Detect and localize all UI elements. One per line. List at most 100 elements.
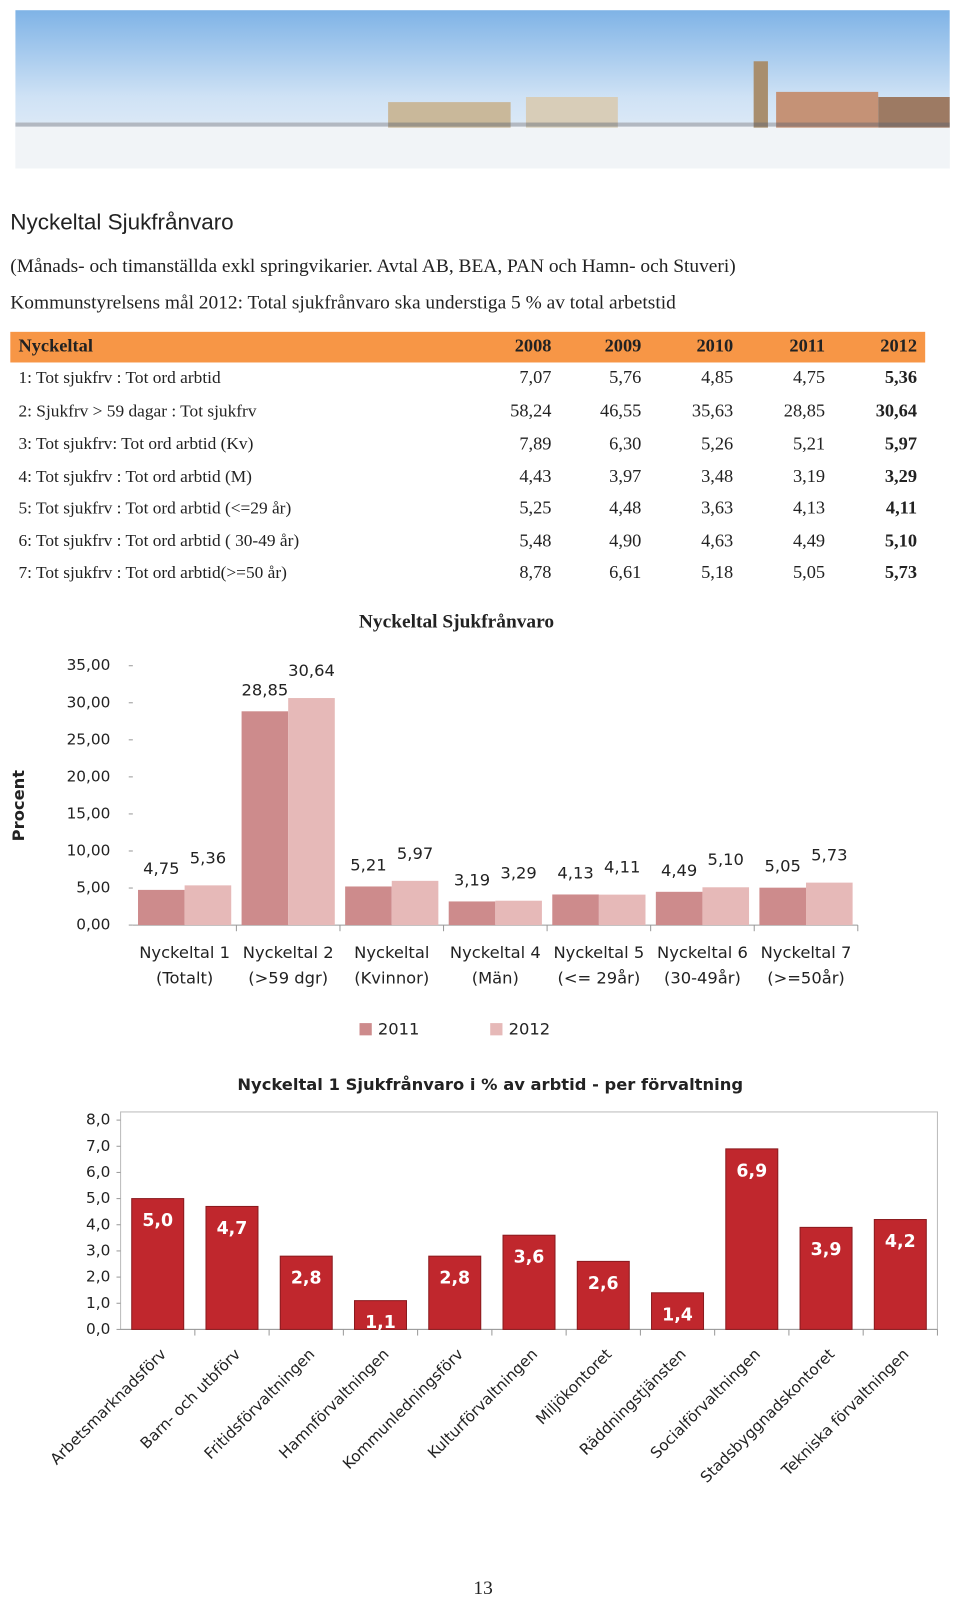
table-cell: 5,36 — [885, 367, 917, 387]
bar — [138, 889, 185, 926]
content: Nyckeltal 2008 2009 2010 2011 2012 1: Tot sjuk… — [9, 335, 938, 1486]
data-label: 5,73 — [811, 846, 847, 865]
y-tick-label: 35,00 — [67, 656, 111, 674]
y-tick-label: 15,00 — [67, 804, 111, 822]
bar — [725, 1148, 779, 1330]
data-label: 5,0 — [142, 1211, 173, 1231]
table-cell: 4,85 — [701, 367, 733, 387]
x-tick-label: Tekniska förvaltningen — [777, 1345, 912, 1480]
chart-title: Nyckeltal 1 Sjukfrånvaro i % av arbtid -… — [237, 1075, 743, 1094]
chart-title: Nyckeltal Sjukfrånvaro — [359, 611, 554, 632]
x-tick-label: Nyckeltal 4 — [450, 943, 541, 962]
bar — [131, 1198, 185, 1330]
legend-label: 2012 — [509, 1020, 551, 1039]
bar — [651, 1292, 705, 1330]
data-label: 4,13 — [557, 864, 593, 883]
data-label: 4,75 — [143, 859, 179, 878]
table-cell: 7,89 — [519, 433, 551, 453]
table-cell: 5,73 — [885, 562, 917, 582]
y-tick-label: 7,0 — [86, 1137, 110, 1155]
table-cell: 5,18 — [701, 562, 733, 582]
data-label: 1,1 — [365, 1313, 396, 1333]
table-cell: 4,63 — [701, 530, 733, 550]
y-tick-label: 6,0 — [86, 1163, 110, 1181]
table-cell: 3,97 — [609, 466, 641, 486]
table-cell: 35,63 — [692, 401, 733, 421]
x-tick-label: Nyckeltal — [354, 943, 429, 962]
data-label: 4,49 — [661, 861, 697, 880]
table-cell: 5,48 — [519, 530, 551, 550]
table-cell: 6: Tot sjukfrv : Tot ord arbtid ( 30-49 … — [18, 531, 299, 550]
bar — [205, 1205, 259, 1330]
y-tick-label: 20,00 — [67, 767, 111, 785]
data-label: 3,19 — [454, 871, 490, 890]
bar — [759, 887, 807, 926]
y-axis-label: Procent — [9, 770, 28, 842]
table-cell: 5,10 — [885, 530, 917, 550]
bar — [391, 880, 439, 926]
table-cell: 3: Tot sjukfrv: Tot ord arbtid (Kv) — [18, 434, 253, 453]
table-cell: 3,29 — [885, 466, 917, 486]
table-header-cell: 2012 — [880, 335, 917, 355]
bar — [345, 886, 392, 926]
table-cell: 5,26 — [701, 433, 733, 453]
legend-swatch — [490, 1023, 503, 1036]
data-label: 3,29 — [500, 864, 536, 883]
table-header-cell: 2008 — [515, 335, 552, 355]
bar — [552, 894, 599, 926]
table-header-cell: 2010 — [697, 335, 734, 355]
y-tick-label: 4,0 — [86, 1215, 110, 1233]
bar — [428, 1255, 482, 1330]
table-cell: 8,78 — [519, 562, 551, 582]
table-header-cell: 2011 — [789, 335, 825, 355]
x-tick-label: (30-49år) — [664, 969, 741, 988]
data-label: 5,97 — [397, 844, 433, 863]
x-tick-label: (Män) — [472, 969, 519, 988]
data-label: 3,6 — [514, 1248, 545, 1268]
x-tick-label: Stadsbyggnadskontoret — [697, 1345, 838, 1486]
y-tick-label: 10,00 — [67, 841, 111, 859]
table-cell: 4,48 — [609, 498, 641, 518]
table-cell: 4,75 — [793, 367, 825, 387]
bar — [184, 885, 232, 926]
y-tick-label: 5,0 — [86, 1189, 110, 1207]
table-cell: 4,13 — [793, 498, 825, 518]
legend-swatch — [359, 1023, 372, 1036]
note: Kommunstyrelsens mål 2012: Total sjukfrå… — [10, 293, 676, 314]
table-cell: 5,76 — [609, 367, 641, 387]
table-cell: 58,24 — [510, 401, 551, 421]
bar — [598, 894, 646, 926]
table-header-cell: 2009 — [605, 335, 642, 355]
data-label: 6,9 — [736, 1161, 767, 1181]
data-label: 5,10 — [708, 850, 744, 869]
table-cell: 5,25 — [519, 498, 551, 518]
data-label: 1,4 — [662, 1305, 693, 1325]
data-label: 2,8 — [291, 1269, 322, 1289]
y-tick-label: 8,0 — [86, 1111, 110, 1129]
y-tick-label: 0,00 — [76, 916, 110, 934]
x-tick-label: (>=50år) — [767, 969, 845, 988]
bar — [576, 1260, 630, 1330]
x-tick-label: (>59 dgr) — [248, 969, 328, 988]
table-cell: 4,90 — [609, 530, 641, 550]
bar — [873, 1219, 927, 1330]
data-label: 5,36 — [190, 848, 226, 867]
table-cell: 3,48 — [701, 466, 733, 486]
table-cell: 4,11 — [886, 498, 917, 518]
x-tick-label: Kommunledningsförv — [339, 1345, 467, 1473]
bar — [655, 891, 703, 926]
x-tick-label: (<= 29år) — [557, 969, 640, 988]
data-label: 28,85 — [242, 680, 289, 699]
x-tick-label: Nyckeltal 5 — [553, 943, 644, 962]
table-cell: 30,64 — [876, 401, 917, 421]
data-label: 5,05 — [765, 857, 801, 876]
bar — [353, 1300, 407, 1330]
y-tick-label: 25,00 — [67, 730, 111, 748]
table-header-bar — [10, 331, 926, 363]
bar — [279, 1255, 333, 1330]
data-label: 4,11 — [604, 858, 640, 877]
page-number: 13 — [473, 1578, 492, 1599]
table-cell: 1: Tot sjukfrv : Tot ord arbtid — [18, 368, 220, 387]
